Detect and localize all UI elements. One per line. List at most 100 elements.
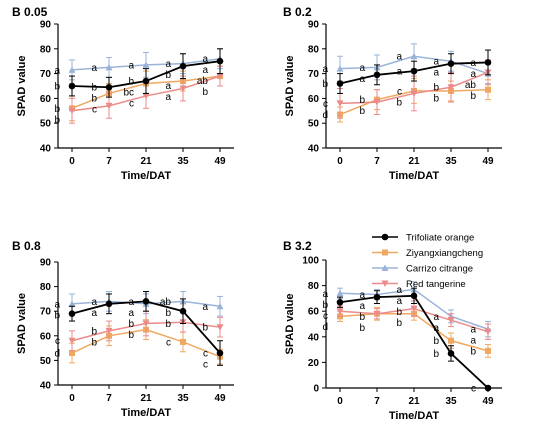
significance-label: a bbox=[396, 285, 402, 296]
significance-label: a bbox=[165, 92, 171, 103]
data-point bbox=[216, 324, 224, 331]
data-point bbox=[484, 328, 492, 336]
legend-item: Trifoliate orange bbox=[372, 233, 474, 244]
legend: Trifoliate orange Ziyangxiangcheng Carrizo… bbox=[372, 233, 483, 290]
data-point bbox=[69, 350, 75, 357]
significance-label: a bbox=[128, 308, 134, 319]
data-point bbox=[447, 60, 455, 67]
significance-label: b bbox=[433, 94, 439, 105]
legend-label: Trifoliate orange bbox=[406, 233, 474, 244]
significance-label: b bbox=[359, 323, 365, 334]
significance-label: b bbox=[396, 318, 402, 329]
data-point bbox=[179, 307, 187, 315]
x-tick-label: 35 bbox=[177, 156, 189, 167]
data-point bbox=[68, 310, 76, 317]
data-point bbox=[105, 63, 113, 71]
y-tick-label: 80 bbox=[308, 281, 320, 292]
x-tick-label: 7 bbox=[374, 156, 380, 167]
significance-label: b bbox=[128, 319, 134, 330]
data-point bbox=[447, 350, 455, 357]
significance-label: a bbox=[359, 290, 365, 301]
x-tick-label: 0 bbox=[337, 156, 343, 167]
data-point bbox=[68, 82, 76, 90]
significance-label: b bbox=[396, 307, 402, 318]
y-tick-label: 40 bbox=[308, 332, 320, 343]
y-tick-label: 100 bbox=[302, 256, 319, 267]
chart-panel-2: B 0.2 40 50 60 70 80 90 0 7 21 35 49 Time/DAT SPAD va… bbox=[283, 5, 502, 182]
significance-label: b bbox=[128, 77, 134, 88]
x-tick-label: 7 bbox=[374, 396, 380, 407]
significance-label: c bbox=[203, 349, 208, 360]
y-tick-label: 50 bbox=[40, 119, 52, 130]
data-point bbox=[410, 90, 418, 97]
legend-item: Ziyangxiangcheng bbox=[372, 248, 483, 259]
y-tick-label: 40 bbox=[40, 144, 52, 155]
significance-label: b bbox=[128, 330, 134, 341]
y-tick-label: 80 bbox=[308, 44, 320, 55]
x-tick-label: 49 bbox=[482, 396, 494, 407]
significance-label: ab bbox=[465, 80, 477, 91]
data-point bbox=[180, 338, 186, 345]
data-point bbox=[484, 59, 492, 66]
significance-label: c bbox=[323, 311, 328, 322]
x-axis-title: Time/DAT bbox=[121, 407, 172, 419]
x-tick-label: 21 bbox=[140, 156, 152, 167]
data-point bbox=[484, 384, 492, 392]
data-point bbox=[68, 337, 76, 345]
significance-label: c bbox=[92, 105, 97, 116]
significance-label: ab bbox=[160, 297, 172, 308]
data-point bbox=[447, 317, 455, 324]
significance-label: a bbox=[396, 67, 402, 78]
data-point bbox=[216, 73, 224, 80]
panel-title: B 0.2 bbox=[283, 5, 312, 19]
y-axis-title: SPAD value bbox=[284, 294, 296, 355]
data-point bbox=[336, 100, 344, 107]
significance-label: a bbox=[322, 64, 328, 75]
significance-label: d bbox=[54, 349, 60, 360]
data-point bbox=[410, 67, 418, 75]
data-point bbox=[68, 66, 76, 73]
data-point bbox=[216, 57, 224, 65]
y-tick-label: 70 bbox=[40, 307, 52, 318]
data-point bbox=[105, 102, 113, 110]
data-point bbox=[373, 99, 381, 106]
x-tick-label: 0 bbox=[69, 393, 75, 404]
legend-item: Red tangerine bbox=[372, 279, 466, 290]
significance-label: a bbox=[470, 336, 476, 347]
y-tick-label: 40 bbox=[40, 381, 52, 392]
data-point bbox=[68, 107, 76, 115]
y-tick-label: 50 bbox=[40, 356, 52, 367]
significance-label: a bbox=[202, 54, 208, 65]
data-point bbox=[373, 293, 381, 301]
y-tick-label: 60 bbox=[40, 94, 52, 105]
y-tick-label: 50 bbox=[308, 119, 320, 130]
x-tick-label: 0 bbox=[69, 156, 75, 167]
x-tick-label: 0 bbox=[337, 396, 343, 407]
x-tick-label: 21 bbox=[408, 396, 420, 407]
x-axis-title: Time/DAT bbox=[389, 410, 440, 422]
data-point bbox=[336, 65, 344, 72]
legend-label: Carrizo citrange bbox=[406, 264, 473, 275]
data-point bbox=[410, 305, 418, 313]
y-tick-label: 70 bbox=[308, 69, 320, 80]
y-tick-label: 0 bbox=[313, 384, 319, 395]
significance-label: a bbox=[54, 299, 60, 310]
series-red-tangerine bbox=[68, 65, 224, 124]
significance-label: b bbox=[165, 308, 171, 319]
significance-label: a bbox=[128, 297, 134, 308]
significance-label: a bbox=[359, 301, 365, 312]
series-trifoliate-orange bbox=[336, 287, 492, 392]
significance-label: a bbox=[202, 302, 208, 313]
significance-label: b bbox=[54, 115, 60, 126]
data-point bbox=[142, 298, 150, 305]
significance-label: b bbox=[202, 87, 208, 98]
x-tick-label: 49 bbox=[482, 156, 494, 167]
x-axis-title: Time/DAT bbox=[389, 170, 440, 182]
data-point bbox=[68, 300, 76, 307]
y-axis-title: SPAD value bbox=[16, 293, 28, 354]
y-tick-label: 80 bbox=[40, 44, 52, 55]
significance-label: c bbox=[471, 384, 476, 395]
significance-label: bc bbox=[123, 88, 134, 99]
y-tick-label: 60 bbox=[308, 94, 320, 105]
